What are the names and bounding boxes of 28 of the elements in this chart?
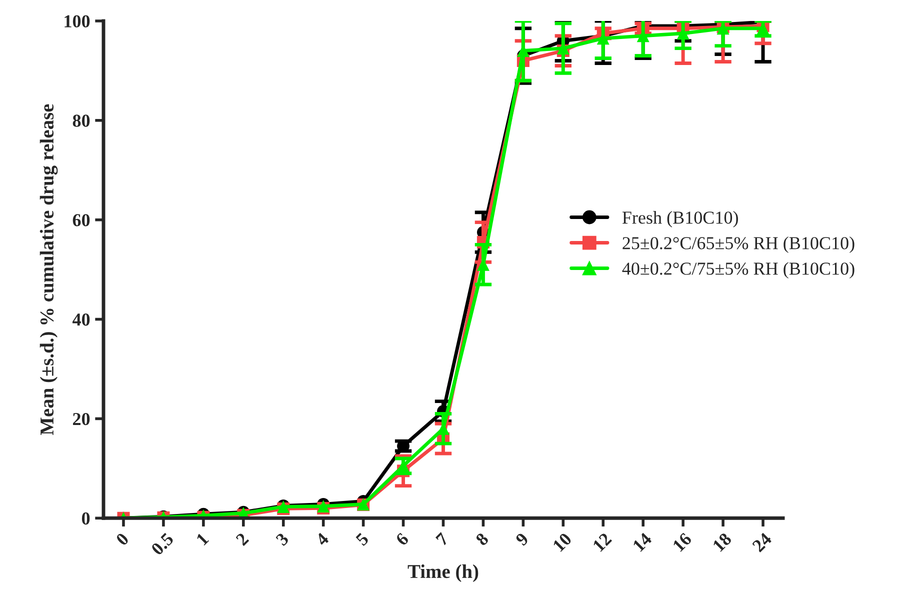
x-tick-label: 10 (552, 532, 572, 552)
y-tick-label: 0 (82, 512, 90, 525)
x-tick-label: 24 (752, 532, 772, 552)
x-tick-label: 16 (672, 532, 692, 552)
x-tick-label: 14 (632, 532, 652, 552)
legend-label: 40±0.2°C/75±5% RH (B10C10) (622, 262, 854, 278)
y-tick-label: 60 (72, 214, 90, 226)
x-tick-label: 7 (436, 532, 450, 546)
x-tick-label: 5 (355, 532, 370, 546)
x-tick-label: 0.5 (150, 532, 174, 556)
x-tick-label: 3 (275, 532, 290, 546)
x-tick-label: 2 (235, 532, 250, 546)
x-axis-title: Time (h) (408, 564, 478, 582)
legend-label: Fresh (B10C10) (622, 211, 738, 228)
x-tick-label: 1 (196, 532, 210, 546)
legend-label: 25±0.2°C/65±5% RH (B10C10) (622, 236, 854, 253)
y-tick-label: 40 (72, 314, 90, 326)
y-tick-label: 100 (64, 15, 90, 28)
y-tick-label: 80 (72, 114, 90, 127)
x-tick-label: 4 (314, 532, 330, 546)
y-axis-title: Mean (±s.d.) % cumulative drug release (40, 104, 58, 436)
x-tick-label: 8 (475, 532, 490, 546)
x-tick-label: 0 (115, 532, 130, 546)
x-tick-label: 12 (592, 532, 612, 552)
y-tick-label: 20 (73, 412, 90, 426)
x-tick-label: 18 (712, 532, 732, 552)
x-tick-label: 9 (514, 532, 530, 546)
x-tick-label: 6 (395, 532, 410, 546)
